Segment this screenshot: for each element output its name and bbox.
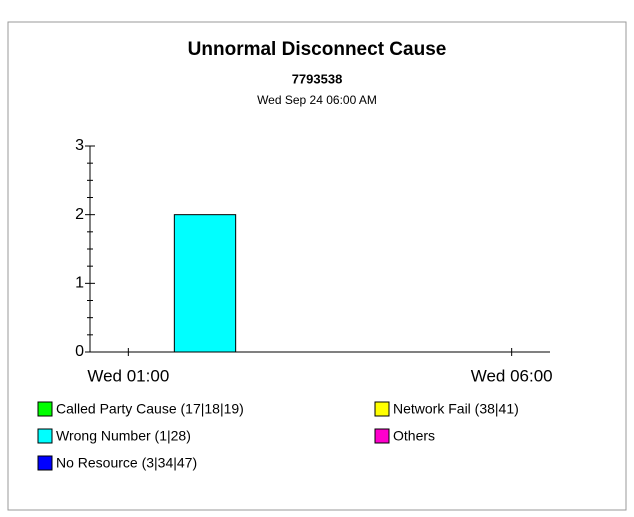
y-tick-label: 1	[75, 275, 84, 292]
legend-swatch	[374, 401, 390, 417]
bar	[173, 214, 237, 353]
legend-swatch	[37, 428, 53, 444]
chart-title: Unnormal Disconnect Cause	[188, 39, 447, 60]
legend-label: Wrong Number (1|28)	[56, 428, 191, 444]
panel	[7, 21, 627, 511]
legend-label: Network Fail (38|41)	[393, 401, 519, 417]
chart-subtitle: 7793538	[292, 71, 343, 86]
legend-swatch	[37, 455, 53, 471]
y-tick-label: 3	[75, 137, 84, 154]
y-tick-label: 0	[75, 343, 84, 360]
legend-label: Called Party Cause (17|18|19)	[56, 401, 244, 417]
legend-label: No Resource (3|34|47)	[56, 455, 197, 471]
legend-swatch	[37, 401, 53, 417]
legend-label: Others	[393, 428, 435, 444]
x-tick-label: Wed 06:00	[471, 366, 553, 385]
legend-swatch	[374, 428, 390, 444]
x-tick-label: Wed 01:00	[87, 366, 169, 385]
y-tick-label: 2	[75, 206, 84, 223]
date-label: Wed Sep 24 06:00 AM	[257, 93, 377, 107]
